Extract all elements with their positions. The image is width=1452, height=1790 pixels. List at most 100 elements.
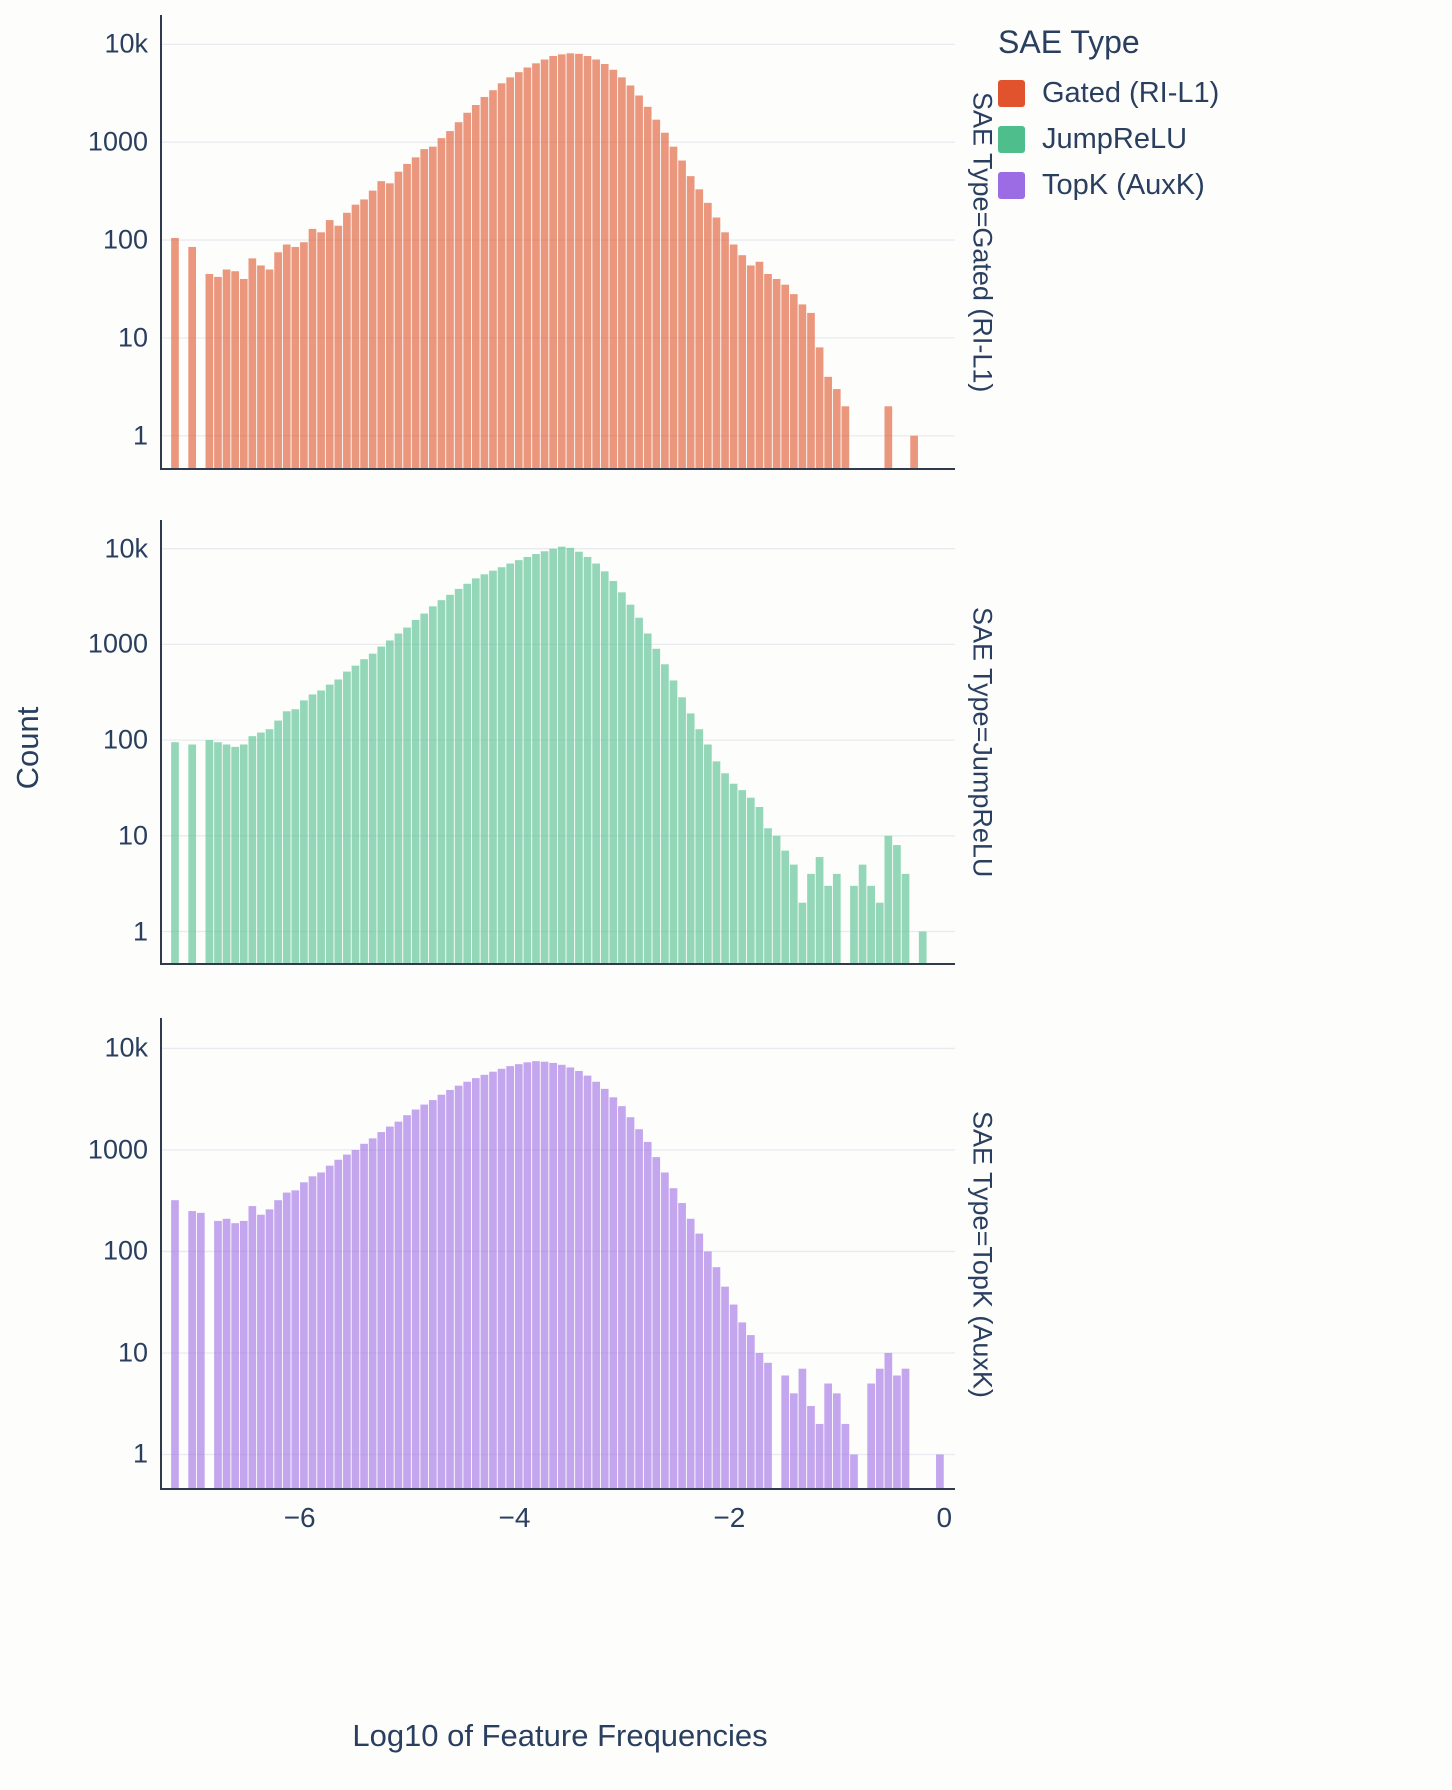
y-tick-label: 1000 (87, 126, 148, 157)
histogram-bar (738, 1322, 747, 1490)
y-tick-label: 1000 (87, 1134, 148, 1165)
histogram-bar (884, 406, 893, 470)
legend-swatch-icon (998, 126, 1025, 153)
histogram-bar (867, 1383, 875, 1490)
histogram-bar (678, 1203, 686, 1490)
histogram-bar (343, 1154, 351, 1490)
histogram-bar (841, 406, 850, 470)
histogram-bar (317, 690, 325, 965)
histogram-bar (205, 740, 214, 965)
histogram-bar (360, 1143, 368, 1490)
histogram-bar (549, 56, 557, 471)
histogram-bar (377, 1132, 386, 1490)
histogram-bar (815, 347, 824, 470)
legend-item-1[interactable]: Gated (RI-L1) (998, 77, 1219, 110)
histogram-bar (291, 709, 300, 965)
histogram-bar (334, 225, 343, 470)
axis-line (160, 15, 955, 470)
histogram-bar (678, 697, 686, 965)
histogram-bar (403, 627, 411, 965)
axis-line (160, 520, 955, 965)
histogram-bar (325, 220, 334, 470)
histogram-bar (643, 106, 652, 470)
histogram-bar (789, 1393, 798, 1490)
histogram-bar (575, 1070, 583, 1490)
axis-line (160, 1018, 955, 1490)
histogram-bar (600, 571, 609, 965)
histogram-bar (171, 237, 179, 470)
histogram-bar (386, 1126, 394, 1490)
histogram-bar (497, 83, 506, 470)
histogram-bar (291, 246, 300, 470)
histogram-bar (755, 1352, 764, 1490)
histogram-bar (583, 1075, 592, 1490)
x-axis-title: Log10 of Feature Frequencies (352, 1718, 767, 1754)
histogram-bar (463, 583, 472, 965)
histogram-bar (239, 744, 248, 965)
histogram-bar (824, 1383, 833, 1490)
histogram-bar (746, 265, 755, 470)
histogram-bar (824, 885, 833, 965)
y-tick-label: 10k (104, 1032, 148, 1063)
histogram-bar (746, 797, 755, 965)
histogram-bar (188, 246, 197, 470)
histogram-bar (394, 633, 403, 965)
histogram-bar (686, 1218, 695, 1490)
histogram-bar (274, 720, 282, 965)
histogram-bar (532, 63, 540, 470)
histogram-bar (428, 146, 437, 470)
histogram-bar (300, 242, 308, 470)
histogram-bar (609, 1097, 618, 1490)
histogram-bar (471, 578, 480, 965)
histogram-bar (394, 171, 403, 470)
histogram-bar (394, 1121, 403, 1490)
histogram-bar (454, 122, 463, 470)
histogram-bar (360, 199, 368, 470)
histogram-bar (317, 1172, 325, 1490)
histogram-bar (231, 1223, 239, 1490)
histogram-bar (901, 873, 910, 965)
histogram-bar (635, 617, 643, 965)
histogram-bar (403, 1115, 411, 1490)
y-tick-label: 10 (117, 322, 148, 353)
histogram-bar (257, 1214, 265, 1490)
legend: SAE Type Gated (RI-L1) JumpReLU TopK (AuxK… (998, 24, 1219, 215)
histogram-bar (557, 546, 566, 965)
histogram-bar (248, 736, 257, 965)
y-tick-label: 10k (104, 28, 148, 59)
histogram-bar (858, 864, 867, 965)
legend-title: SAE Type (998, 24, 1140, 60)
legend-item-2[interactable]: JumpReLU (998, 123, 1219, 156)
histogram-bar (514, 560, 523, 965)
histogram-bar (540, 551, 549, 965)
histogram-bar (832, 1393, 841, 1490)
histogram-bar (618, 1106, 626, 1490)
histogram-bar (411, 1109, 420, 1490)
histogram-bar (592, 563, 600, 965)
histogram-bar (669, 680, 678, 965)
histogram-bar (807, 873, 815, 965)
histogram-bar (523, 1062, 532, 1490)
histogram-bar (789, 294, 798, 470)
histogram-bar (626, 1117, 635, 1490)
histogram-bar (618, 592, 626, 965)
histogram-bar (600, 1088, 609, 1490)
histogram-bar (317, 232, 325, 470)
histogram-bar (222, 1218, 231, 1490)
histogram-bar (334, 679, 343, 965)
histogram-bar (300, 700, 308, 965)
legend-item-label: Gated (RI-L1) (1042, 77, 1220, 109)
histogram-bar (471, 105, 480, 470)
histogram-bar (704, 744, 712, 965)
histogram-bar (755, 261, 764, 470)
histogram-bar (626, 604, 635, 965)
histogram-bar (446, 131, 454, 470)
legend-item-3[interactable]: TopK (AuxK) (998, 169, 1219, 202)
histogram-bar (626, 85, 635, 470)
histogram-bar (764, 1362, 772, 1490)
histogram-bar (884, 835, 893, 965)
x-tick-label: −2 (713, 1502, 746, 1533)
histogram-bar (196, 1212, 205, 1490)
legend-items: Gated (RI-L1) JumpReLU TopK (AuxK) (998, 77, 1219, 202)
histogram-bar (583, 56, 592, 471)
